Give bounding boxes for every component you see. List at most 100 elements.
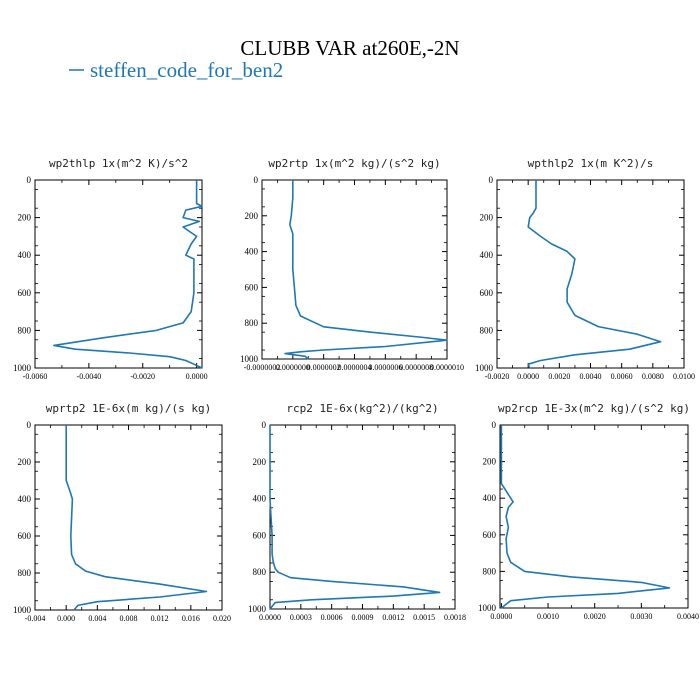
- legend-label: steffen_code_for_ben2: [90, 58, 283, 82]
- plot-frame: [499, 424, 689, 609]
- x-tick-label: 0.0003: [290, 613, 312, 622]
- y-tick-label: 800: [483, 566, 497, 576]
- series-line: [527, 180, 662, 369]
- y-tick-label: 200: [18, 213, 32, 223]
- y-tick-label: 200: [245, 211, 259, 221]
- y-tick-label: 1000: [478, 603, 497, 613]
- x-tick-label: 0.0020: [584, 612, 606, 621]
- chart-panel-5: rcp2 1E-6x(kg^2)/(kg^2) 0 200 400 600 800 1000…: [248, 402, 466, 622]
- x-tick-label: -0.004: [25, 614, 46, 623]
- x-tick-label: 0.0080: [642, 372, 664, 381]
- y-tick-label: 600: [245, 282, 259, 292]
- y-tick-label: 1000: [13, 605, 32, 615]
- x-tick-label: -0.0020: [485, 372, 510, 381]
- y-tick-label: 600: [18, 531, 32, 541]
- y-tick-label: 400: [480, 250, 494, 260]
- panel-title: wprtp2 1E-6x(m kg)/(s kg): [46, 402, 212, 415]
- series-line: [500, 425, 671, 609]
- plot-frame: [269, 424, 456, 610]
- panel-title: wp2rcp 1E-3x(m^2 kg)/(s^2 kg): [498, 402, 690, 415]
- legend: steffen_code_for_ben2: [69, 58, 283, 82]
- y-tick-label: 0: [492, 420, 497, 430]
- x-tick-label: 0.0009: [352, 613, 374, 622]
- plot-frame: [34, 424, 223, 611]
- chart-panel-2: wp2rtp 1x(m^2 kg)/(s^2 kg) 0 200 400 600 800 1…: [240, 157, 464, 372]
- x-tick-label: 0.008: [120, 614, 138, 623]
- y-tick-label: 600: [18, 288, 32, 298]
- y-tick-label: 1000: [475, 363, 494, 373]
- y-tick-label: 600: [480, 288, 494, 298]
- x-tick-label: 0.0000: [259, 613, 281, 622]
- chart-panel-3: wpthlp2 1x(m K^2)/s 0 200 400 600 800 1000-0.0…: [475, 157, 695, 381]
- y-tick-label: 800: [245, 318, 259, 328]
- y-tick-label: 1000: [240, 354, 259, 364]
- panel-title: wp2rtp 1x(m^2 kg)/(s^2 kg): [268, 157, 440, 170]
- x-tick-label: 0.0018: [444, 613, 466, 622]
- y-tick-label: 0: [254, 175, 259, 185]
- chart-panel-6: wp2rcp 1E-3x(m^2 kg)/(s^2 kg)0 200 400 600 8…: [478, 402, 699, 621]
- y-tick-label: 800: [253, 567, 267, 577]
- x-tick-label: 0.0000008: [399, 363, 433, 372]
- x-tick-label: 0.0060: [611, 372, 633, 381]
- y-tick-label: 200: [18, 457, 32, 467]
- y-tick-label: 400: [18, 494, 32, 504]
- x-tick-label: 0.0012: [382, 613, 404, 622]
- x-tick-label: 0.004: [88, 614, 106, 623]
- y-tick-label: 1000: [13, 363, 32, 373]
- chart-panels: wp2thlp 1x(m^2 K)/s^202004006008001000-0…: [13, 157, 699, 623]
- x-tick-label: -0.0040: [77, 372, 102, 381]
- y-tick-label: 600: [253, 530, 267, 540]
- y-tick-label: 400: [245, 247, 259, 257]
- y-tick-label: 0: [27, 420, 32, 430]
- x-tick-label: 0.0015: [413, 613, 435, 622]
- series-line: [53, 180, 203, 369]
- series-line: [269, 425, 441, 610]
- x-tick-label: 0.0010: [537, 612, 559, 621]
- x-tick-label: -0.0000002: [244, 363, 281, 372]
- y-tick-label: 800: [18, 568, 32, 578]
- y-tick-label: 200: [253, 457, 267, 467]
- x-tick-label: 0.016: [182, 614, 200, 623]
- x-tick-label: 0.000: [57, 614, 75, 623]
- panel-title: wpthlp2 1x(m K^2)/s: [528, 157, 654, 170]
- plot-frame: [34, 179, 203, 369]
- x-tick-label: 0.0000: [517, 372, 539, 381]
- panel-title: wp2thlp 1x(m^2 K)/s^2: [49, 157, 188, 170]
- x-tick-label: 0.012: [151, 614, 169, 623]
- x-tick-label: 0.0040: [677, 612, 699, 621]
- y-tick-label: 0: [27, 175, 32, 185]
- x-tick-label: -0.0020: [130, 372, 155, 381]
- x-tick-label: 0.0000: [186, 372, 208, 381]
- series-line: [284, 180, 448, 360]
- chart-panel-4: wprtp2 1E-6x(m kg)/(s kg) 0 200 400 600 800 10…: [13, 402, 231, 623]
- x-tick-label: 0.0000000: [276, 363, 310, 372]
- figure-title: CLUBB VAR at260E,-2N: [240, 36, 459, 60]
- panel-title: rcp2 1E-6x(kg^2)/(kg^2): [286, 402, 438, 415]
- y-tick-label: 600: [483, 530, 497, 540]
- chart-panel-1: wp2thlp 1x(m^2 K)/s^202004006008001000-0…: [13, 157, 208, 381]
- y-tick-label: 1000: [248, 604, 267, 614]
- plot-frame: [261, 179, 448, 360]
- x-tick-label: 0.020: [213, 614, 231, 623]
- x-tick-label: 0.0000010: [430, 363, 464, 372]
- x-tick-label: 0.0006: [321, 613, 343, 622]
- y-tick-label: 800: [480, 325, 494, 335]
- series-line: [65, 425, 208, 611]
- y-tick-label: 0: [489, 175, 494, 185]
- y-tick-label: 400: [253, 494, 267, 504]
- y-tick-label: 0: [262, 420, 267, 430]
- y-tick-label: 800: [18, 325, 32, 335]
- y-tick-label: 200: [480, 213, 494, 223]
- x-tick-label: 0.0100: [673, 372, 695, 381]
- x-tick-label: 0.0000: [490, 612, 512, 621]
- x-tick-label: -0.0060: [23, 372, 48, 381]
- x-tick-label: 0.0000006: [368, 363, 402, 372]
- y-tick-label: 400: [18, 250, 32, 260]
- y-tick-label: 200: [483, 457, 497, 467]
- x-tick-label: 0.0000004: [338, 363, 372, 372]
- x-tick-label: 0.0000002: [307, 363, 341, 372]
- y-tick-label: 400: [483, 493, 497, 503]
- x-tick-label: 0.0030: [630, 612, 652, 621]
- x-tick-label: 0.0040: [580, 372, 602, 381]
